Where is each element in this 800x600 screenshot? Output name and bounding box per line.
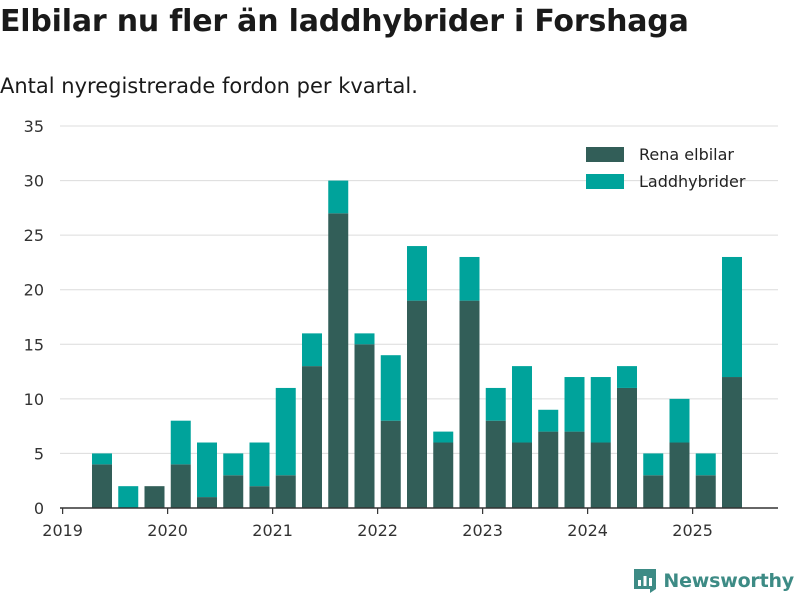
legend-label-laddhybrider: Laddhybrider [639,172,746,191]
bar-laddhybrider-2022-Q3 [433,431,454,443]
bar-laddhybrider-2024-Q3 [643,453,664,476]
x-tick-label-2020: 2020 [147,521,188,540]
y-tick-label: 15 [24,335,44,354]
newsworthy-chart-icon [634,569,657,593]
bar-laddhybrider-2024-Q2 [617,366,637,388]
bar-laddhybrider-2021-Q3 [328,180,349,214]
bar-rena-elbilar-2019-Q2 [92,464,112,508]
bar-laddhybrider-2020-Q4 [249,442,270,487]
chart-title: Elbilar nu fler än laddhybrider i Forsha… [0,4,689,39]
x-axis-ticks: 2019 2020 2021 2022 2023 2024 2025 [42,508,713,540]
bar-laddhybrider-2022-Q2 [407,246,427,301]
brand-name: Newsworthy [663,570,794,592]
bar-rena-elbilar-2020-Q3 [223,475,244,508]
bar-laddhybrider-2019-Q3 [118,486,139,508]
bar-laddhybrider-2022-Q1 [380,355,401,421]
bar-rena-elbilar-2025-Q2 [722,377,742,508]
y-tick-label: 30 [24,172,44,191]
bar-rena-elbilar-2021-Q2 [302,366,322,508]
bar-laddhybrider-2023-Q4 [564,377,585,432]
bar-rena-elbilar-2022-Q2 [407,300,427,508]
legend-swatch-laddhybrider [586,174,624,189]
bar-rena-elbilar-2024-Q1 [590,442,611,508]
bar-rena-elbilar-2020-Q1 [170,464,191,508]
bar-rena-elbilar-2022-Q3 [433,442,454,508]
bar-rena-elbilar-2021-Q1 [275,475,296,508]
newsworthy-logo: Newsworthy [633,568,794,594]
bar-rena-elbilar-2023-Q4 [564,431,585,508]
y-axis-ticks: 0 5 10 15 20 25 30 35 [24,117,44,518]
y-tick-label: 35 [24,117,44,136]
bar-laddhybrider-2021-Q2 [302,333,322,367]
y-tick-label: 0 [34,499,44,518]
x-tick-label-2021: 2021 [252,521,293,540]
x-tick-label-2022: 2022 [357,521,398,540]
bar-rena-elbilar-2023-Q1 [485,420,506,508]
bar-laddhybrider-2023-Q3 [538,409,559,432]
legend: Rena elbilar Laddhybrider [586,145,746,191]
x-tick-label-2019: 2019 [42,521,83,540]
bar-rena-elbilar-2021-Q3 [328,213,349,509]
bar-laddhybrider-2024-Q1 [590,377,611,443]
y-tick-label: 10 [24,390,44,409]
bar-rena-elbilar-2020-Q4 [249,486,270,508]
bar-rena-elbilar-2023-Q3 [538,431,559,508]
bar-laddhybrider-2025-Q2 [722,256,742,378]
bar-laddhybrider-2020-Q1 [170,420,191,465]
y-tick-label: 20 [24,281,44,300]
bar-rena-elbilar-2022-Q4 [459,300,480,508]
y-tick-label: 5 [34,444,44,463]
bar-rena-elbilar-2020-Q2 [197,497,217,508]
x-tick-label-2024: 2024 [567,521,608,540]
chart-subtitle: Antal nyregistrerade fordon per kvartal. [0,74,418,98]
bar-laddhybrider-2025-Q1 [695,453,716,476]
legend-swatch-rena-elbilar [586,147,624,162]
bar-rena-elbilar-2024-Q4 [669,442,690,508]
bar-laddhybrider-2021-Q4 [354,333,375,345]
bar-rena-elbilar-2025-Q1 [695,475,716,508]
legend-label-rena-elbilar: Rena elbilar [639,145,734,164]
bar-rena-elbilar-2021-Q4 [354,344,375,508]
bar-laddhybrider-2020-Q3 [223,453,244,476]
y-tick-label: 25 [24,226,44,245]
bar-rena-elbilar-2019-Q4 [144,486,165,508]
bar-laddhybrider-2022-Q4 [459,256,480,301]
bar-laddhybrider-2023-Q2 [512,366,532,443]
bar-rena-elbilar-2024-Q2 [617,387,637,508]
x-tick-label-2023: 2023 [462,521,503,540]
bar-laddhybrider-2024-Q4 [669,398,690,443]
bar-rena-elbilar-2022-Q1 [380,420,401,508]
bar-laddhybrider-2021-Q1 [275,387,296,476]
bar-laddhybrider-2020-Q2 [197,442,217,498]
bars [92,180,742,509]
bar-rena-elbilar-2023-Q2 [512,442,532,508]
bar-laddhybrider-2023-Q1 [485,387,506,421]
bar-laddhybrider-2019-Q2 [92,453,112,465]
x-tick-label-2025: 2025 [672,521,713,540]
bar-rena-elbilar-2024-Q3 [643,475,664,508]
